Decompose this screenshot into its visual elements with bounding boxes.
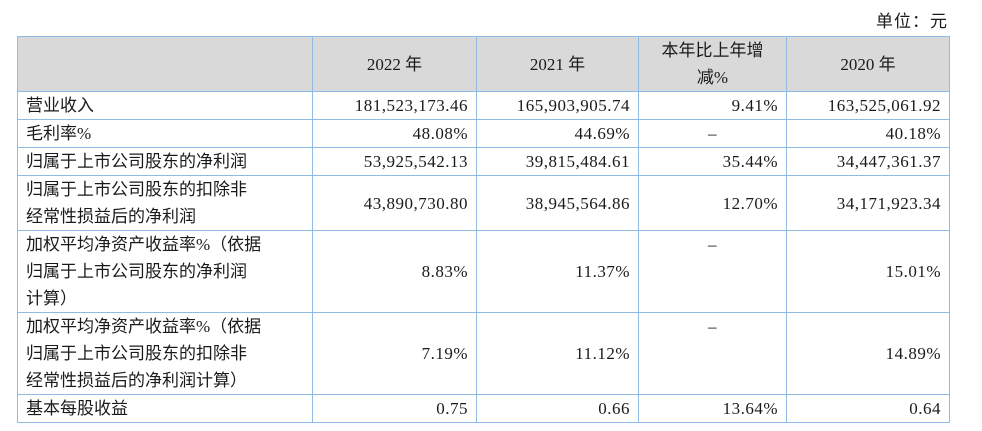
cell-2021: 165,903,905.74 (476, 91, 639, 120)
cell-2022: 181,523,173.46 (312, 91, 477, 120)
cell-2022: 8.83% (312, 230, 477, 313)
header-indicator (17, 36, 313, 92)
table-header-row: 2022 年 2021 年 本年比上年增 减% 2020 年 (17, 36, 950, 92)
table-row-net-profit: 归属于上市公司股东的净利润 53,925,542.13 39,815,484.6… (17, 147, 950, 176)
cell-change: – (638, 312, 787, 395)
row-label: 加权平均净资产收益率%（依据 归属于上市公司股东的扣除非 经常性损益后的净利润计… (17, 312, 313, 395)
cell-2022: 53,925,542.13 (312, 147, 477, 176)
table-row-weighted-roe: 加权平均净资产收益率%（依据 归属于上市公司股东的净利润 计算） 8.83% 1… (17, 230, 950, 313)
cell-change: 35.44% (638, 147, 787, 176)
financial-summary-table: 2022 年 2021 年 本年比上年增 减% 2020 年 营业收入 181,… (17, 36, 950, 423)
table-row-gross-margin: 毛利率% 48.08% 44.69% – 40.18% (17, 119, 950, 148)
cell-2020: 14.89% (786, 312, 950, 395)
cell-change: – (638, 119, 787, 148)
row-label: 归属于上市公司股东的净利润 (17, 147, 313, 176)
header-year-2020: 2020 年 (786, 36, 950, 92)
table-row-net-profit-excl-nonrecurring: 归属于上市公司股东的扣除非 经常性损益后的净利润 43,890,730.80 3… (17, 175, 950, 231)
row-label: 毛利率% (17, 119, 313, 148)
cell-change: 12.70% (638, 175, 787, 231)
table-row-basic-eps: 基本每股收益 0.75 0.66 13.64% 0.64 (17, 394, 950, 423)
table-row-weighted-roe-excl-nonrecurring: 加权平均净资产收益率%（依据 归属于上市公司股东的扣除非 经常性损益后的净利润计… (17, 312, 950, 395)
cell-2020: 0.64 (786, 394, 950, 423)
cell-2020: 15.01% (786, 230, 950, 313)
cell-2021: 44.69% (476, 119, 639, 148)
cell-2021: 11.12% (476, 312, 639, 395)
cell-2021: 39,815,484.61 (476, 147, 639, 176)
row-label: 营业收入 (17, 91, 313, 120)
header-year-2021: 2021 年 (476, 36, 639, 92)
cell-change: – (638, 230, 787, 313)
header-year-2022: 2022 年 (312, 36, 477, 92)
cell-2020: 34,171,923.34 (786, 175, 950, 231)
cell-2022: 43,890,730.80 (312, 175, 477, 231)
unit-label: 单位：元 (876, 12, 948, 31)
cell-2020: 34,447,361.37 (786, 147, 950, 176)
cell-2021: 38,945,564.86 (476, 175, 639, 231)
cell-2021: 11.37% (476, 230, 639, 313)
cell-change: 13.64% (638, 394, 787, 423)
row-label: 基本每股收益 (17, 394, 313, 423)
row-label: 加权平均净资产收益率%（依据 归属于上市公司股东的净利润 计算） (17, 230, 313, 313)
cell-2022: 0.75 (312, 394, 477, 423)
cell-2020: 40.18% (786, 119, 950, 148)
cell-2021: 0.66 (476, 394, 639, 423)
header-yoy-change: 本年比上年增 减% (638, 36, 787, 92)
cell-2020: 163,525,061.92 (786, 91, 950, 120)
row-label: 归属于上市公司股东的扣除非 经常性损益后的净利润 (17, 175, 313, 231)
cell-change: 9.41% (638, 91, 787, 120)
table-row-revenue: 营业收入 181,523,173.46 165,903,905.74 9.41%… (17, 91, 950, 120)
cell-2022: 48.08% (312, 119, 477, 148)
cell-2022: 7.19% (312, 312, 477, 395)
